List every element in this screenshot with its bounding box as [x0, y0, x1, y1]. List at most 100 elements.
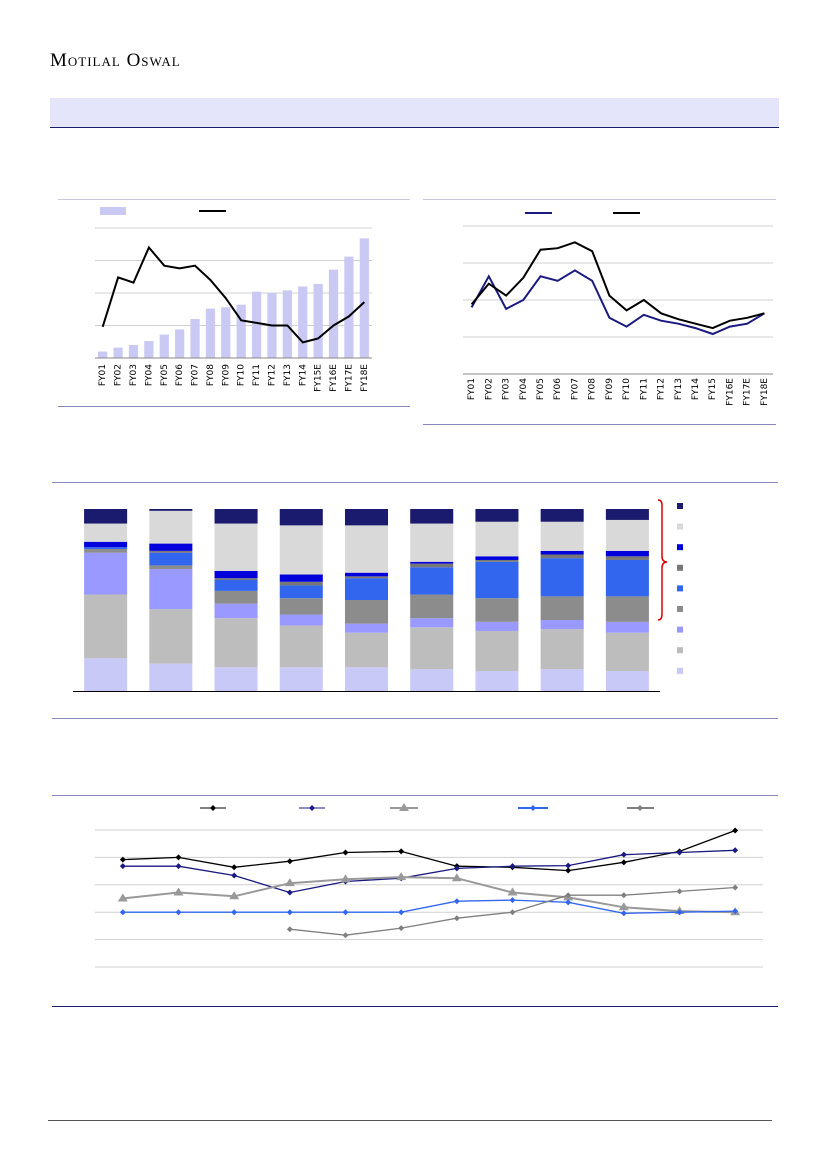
bar-segment	[540, 620, 584, 630]
bar-segment	[605, 621, 649, 633]
legend-swatch	[677, 523, 683, 530]
marker	[119, 863, 126, 870]
marker	[342, 909, 349, 916]
bar	[328, 269, 339, 358]
legend-swatch	[677, 606, 683, 612]
marker	[676, 888, 683, 895]
x-tick-label: FY02	[484, 378, 494, 400]
bar	[98, 351, 108, 358]
x-tick-label: FY06	[553, 378, 563, 400]
x-tick-label: FY10	[622, 378, 632, 400]
x-tick-label: FY18E	[360, 364, 370, 392]
marker	[286, 889, 293, 896]
bar-segment	[540, 550, 584, 555]
marker	[507, 887, 518, 896]
bar	[236, 304, 246, 358]
legend	[200, 803, 654, 811]
bar-segment	[214, 523, 258, 571]
x-tick-label: FY03	[129, 364, 139, 386]
legend-swatch	[677, 667, 683, 674]
x-tick-label: FY09	[605, 378, 615, 400]
marker	[676, 849, 683, 856]
x-tick-label: FY07	[570, 378, 580, 400]
bar-segment	[605, 550, 649, 557]
bar-segment	[214, 590, 258, 604]
bar-segment	[540, 509, 584, 522]
bar	[298, 286, 308, 358]
x-tick-label: FY06	[175, 364, 185, 386]
marker	[732, 908, 739, 915]
marker	[453, 915, 460, 922]
bar-segment	[149, 569, 193, 610]
bar-segment	[410, 618, 454, 628]
marker	[732, 847, 739, 854]
bar-segment	[540, 521, 584, 551]
bar-segment	[605, 596, 649, 622]
x-tick-label: FY02	[114, 364, 124, 386]
bar-segment	[605, 559, 649, 597]
x-tick-label: FY13	[283, 364, 293, 386]
x-tick-label: FY16E	[725, 378, 735, 406]
bar-segment	[279, 525, 323, 575]
bar	[113, 347, 123, 358]
x-tick-label: FY05	[160, 364, 170, 386]
bar	[159, 334, 169, 358]
marker	[398, 909, 405, 916]
x-tick-label: FY11	[639, 378, 649, 400]
x-tick-label: FY17E	[344, 364, 354, 392]
marker	[620, 910, 627, 917]
x-tick-label: FY14	[691, 378, 701, 400]
marker	[565, 899, 572, 906]
marker	[509, 863, 516, 870]
section-band	[50, 98, 779, 127]
legend-swatch	[100, 207, 126, 215]
x-tick-label: FY04	[519, 378, 529, 400]
legend-swatch	[677, 564, 683, 571]
bar	[144, 341, 154, 358]
bar-segment	[84, 549, 128, 553]
x-tick-label: FY12	[657, 378, 667, 400]
bar-segment	[344, 509, 389, 526]
bar-segment	[214, 667, 258, 691]
legend-swatch	[677, 585, 683, 592]
marker	[231, 909, 238, 916]
bar-segment	[214, 603, 258, 619]
bar-segment	[149, 550, 193, 553]
marker	[231, 872, 238, 879]
bar-segment	[149, 552, 193, 566]
legend-swatch	[399, 803, 409, 811]
bar-segment	[475, 509, 519, 522]
marker	[119, 856, 126, 863]
bar-segment	[344, 623, 389, 633]
x-tick-label: FY14	[298, 364, 308, 386]
bar-segment	[344, 600, 389, 624]
bar-segment	[279, 598, 323, 615]
bar-segment	[279, 574, 323, 582]
bar	[205, 308, 216, 358]
x-tick-label: FY10	[237, 364, 247, 386]
x-tick-label: FY16E	[329, 364, 339, 392]
bar-segment	[344, 525, 389, 573]
marker	[620, 859, 627, 866]
marker	[284, 878, 295, 887]
bar	[190, 319, 200, 358]
bar-segment	[605, 519, 649, 551]
bar-segment	[475, 521, 519, 557]
line	[122, 876, 736, 914]
bar-segment	[410, 669, 454, 691]
marker	[175, 909, 182, 916]
line	[470, 241, 765, 330]
marker	[119, 909, 126, 916]
marker	[620, 892, 627, 899]
marker	[286, 858, 293, 865]
bar-segment	[84, 523, 128, 542]
bar-segment	[540, 596, 584, 621]
legend-swatch	[309, 805, 315, 811]
marker	[231, 864, 238, 871]
bar-segment	[410, 567, 454, 595]
marker	[396, 872, 407, 881]
marker	[453, 898, 460, 905]
bar-segment	[84, 547, 128, 550]
bar	[313, 283, 323, 358]
marker	[175, 863, 182, 870]
